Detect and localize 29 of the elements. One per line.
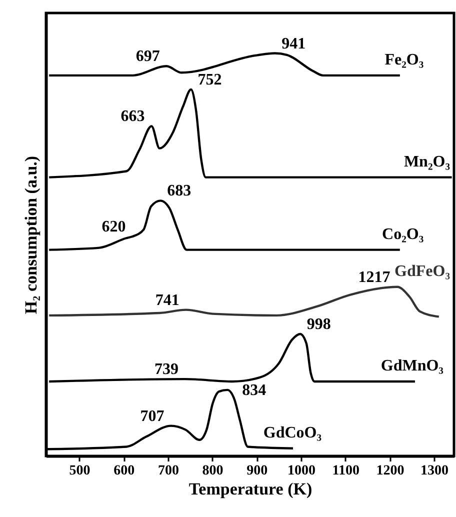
annotation: 620 bbox=[102, 218, 126, 236]
series-label: Fe₂O₃ bbox=[384, 51, 424, 68]
x-tick-label: 900 bbox=[246, 464, 268, 478]
y-axis-title: H₂ consumption (a.u.) bbox=[22, 156, 40, 314]
x-tick-label: 600 bbox=[114, 464, 135, 478]
x-tick-label: 500 bbox=[69, 464, 90, 478]
series-label: Co₂O₃ bbox=[382, 226, 424, 243]
x-axis-title: Temperature (K) bbox=[188, 480, 312, 498]
x-tick-label: 1000 bbox=[288, 464, 316, 478]
series-label: GdCoO₃ bbox=[263, 424, 322, 442]
x-tick-label: 700 bbox=[158, 464, 179, 478]
annotation: 752 bbox=[198, 72, 222, 89]
annotation: 941 bbox=[282, 35, 306, 52]
series-label: Mn₂O₃ bbox=[404, 153, 450, 170]
x-tick-label: 800 bbox=[202, 464, 224, 478]
annotation: 697 bbox=[136, 48, 160, 66]
annotation: 663 bbox=[120, 108, 145, 126]
series-label: GdMnO₃ bbox=[380, 357, 444, 374]
x-tick-label: 1100 bbox=[332, 464, 360, 478]
annotation: 739 bbox=[154, 361, 178, 378]
annotation: 1217 bbox=[358, 268, 390, 286]
annotation: 741 bbox=[155, 292, 180, 309]
annotation: 834 bbox=[242, 382, 266, 399]
annotation: 707 bbox=[140, 408, 164, 425]
x-tick-label: 1200 bbox=[376, 464, 404, 478]
annotation: 683 bbox=[167, 182, 192, 200]
series-label: GdFeO₃ bbox=[394, 262, 450, 280]
annotation: 998 bbox=[306, 316, 331, 333]
x-tick-label: 1300 bbox=[420, 464, 449, 478]
